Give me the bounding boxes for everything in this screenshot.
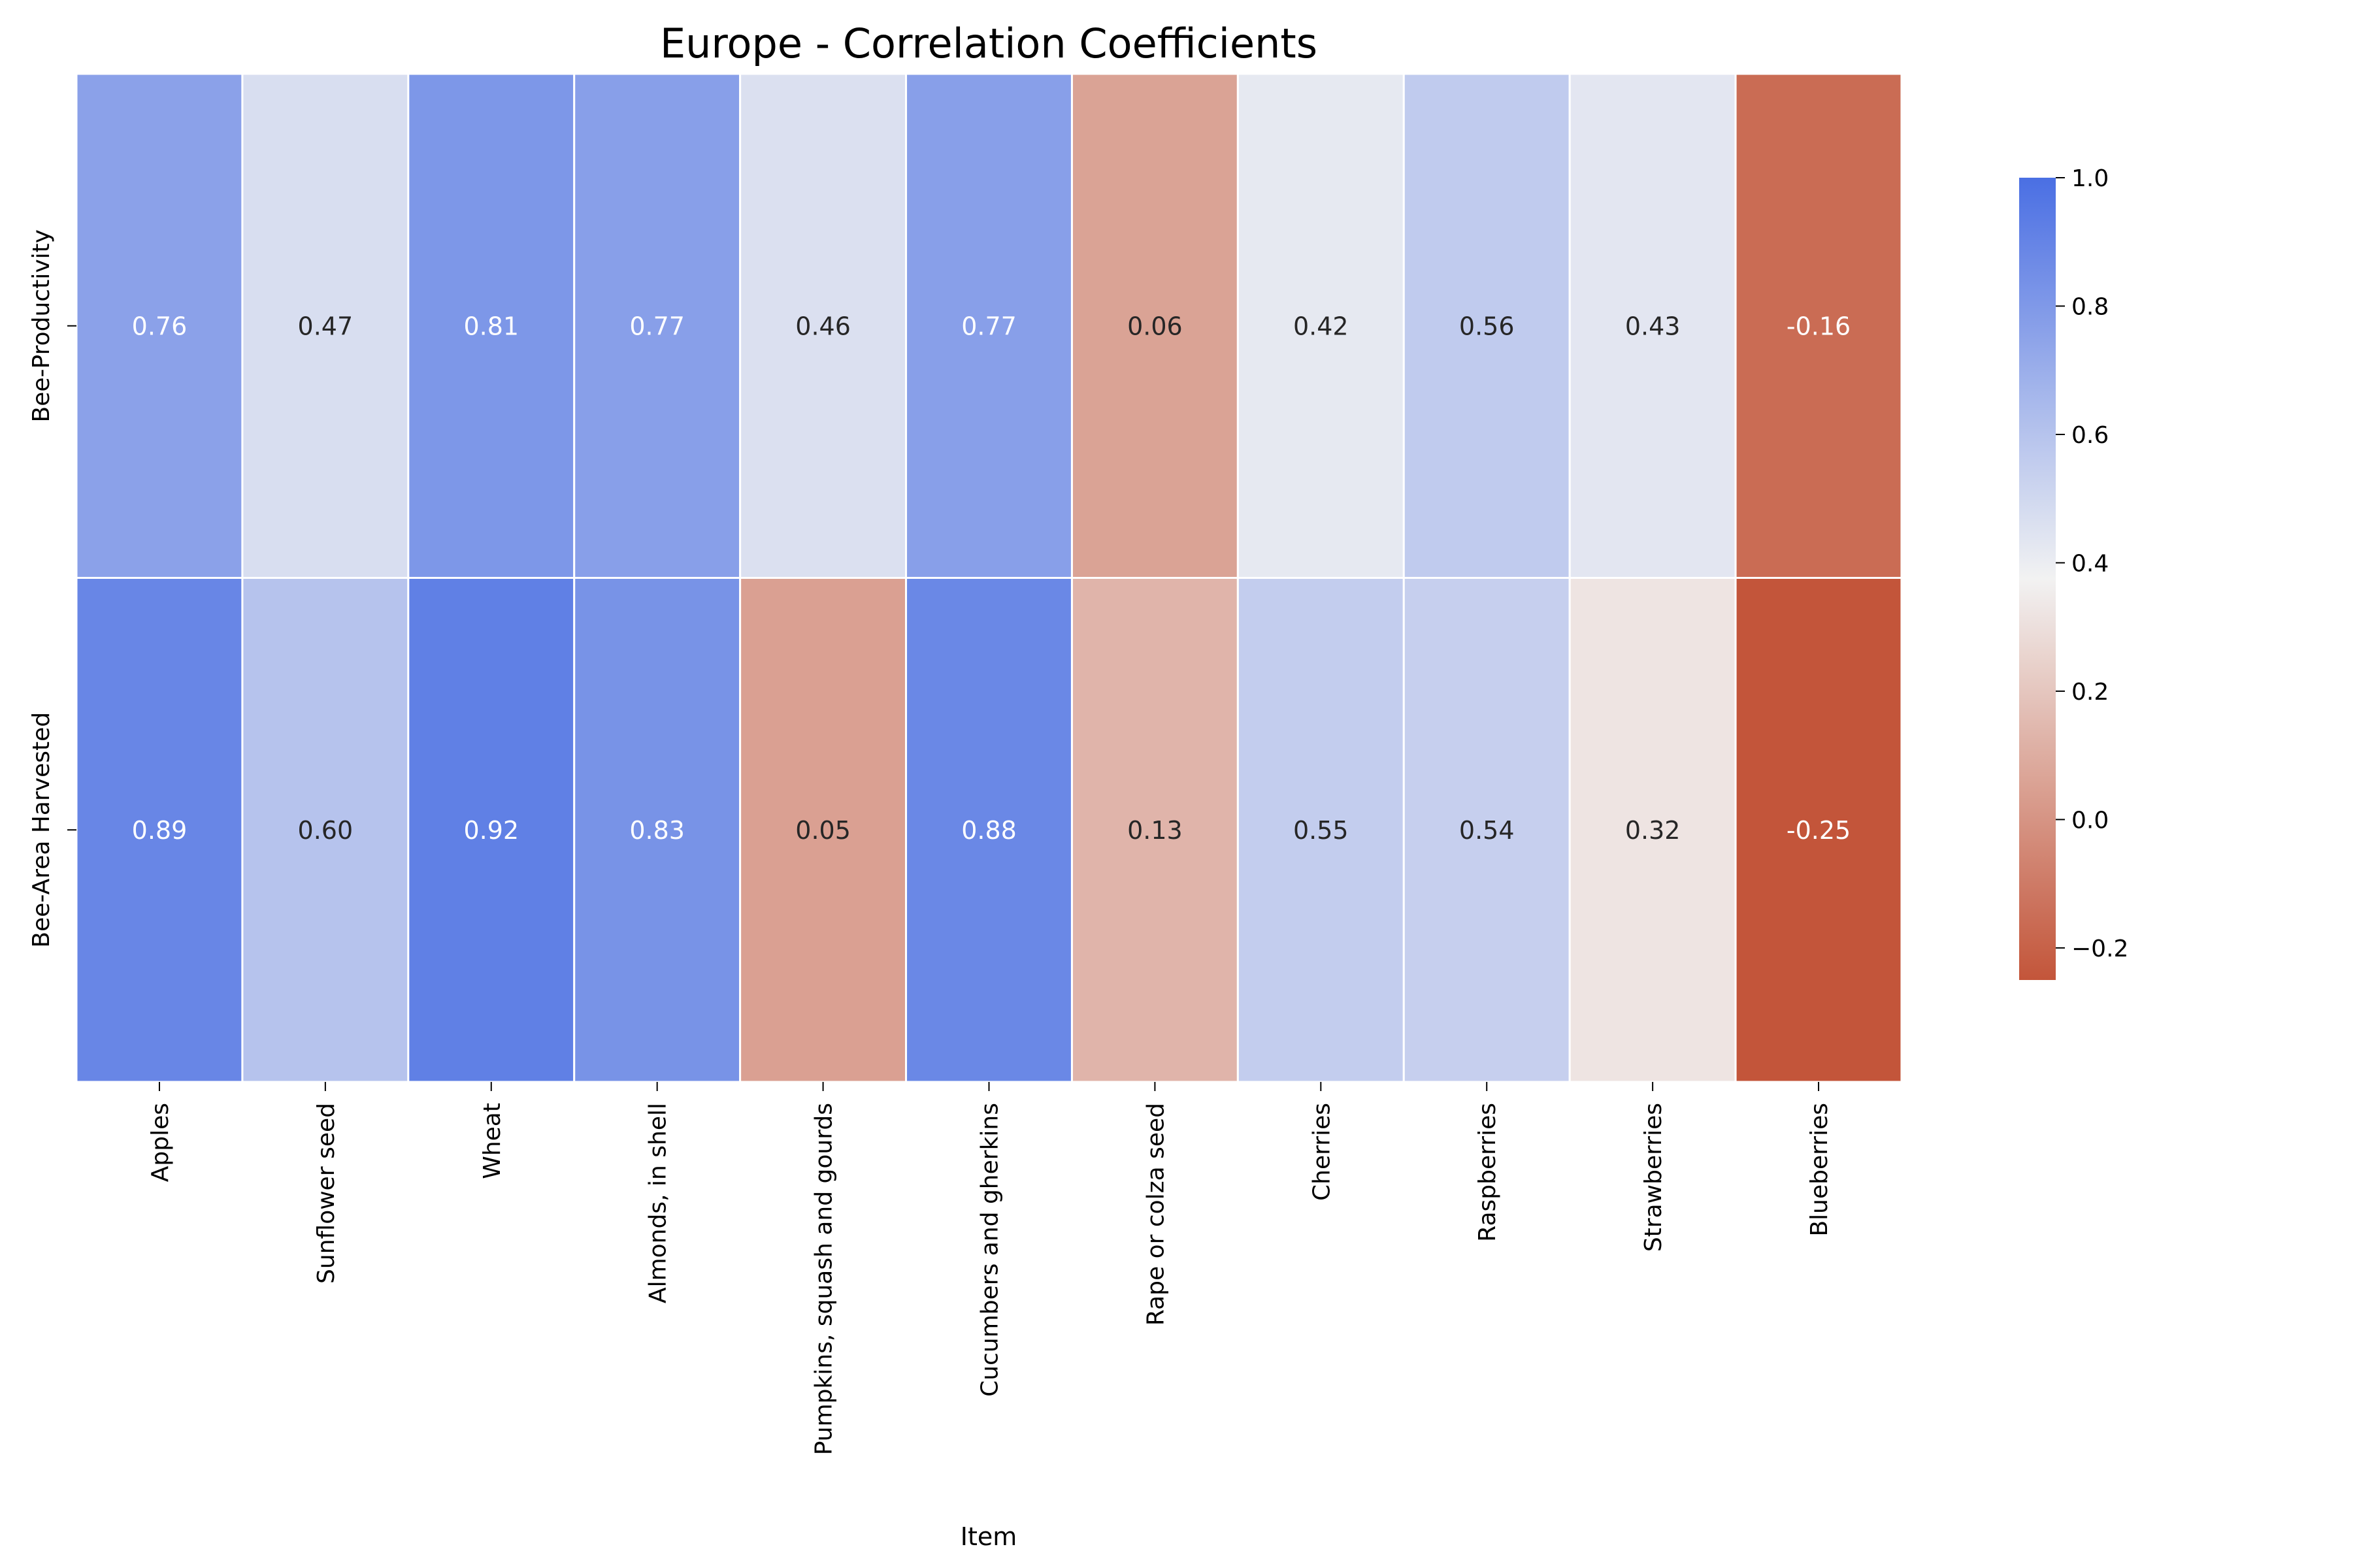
heatmap-cell	[905, 577, 1073, 1083]
cell-value-label: 0.43	[1625, 312, 1681, 340]
cell-value-label: 0.76	[132, 312, 188, 340]
heatmap-cell	[407, 577, 576, 1083]
x-tick-label: Blueberries	[1806, 1103, 1833, 1237]
heatmap-cell	[1402, 577, 1571, 1083]
colorbar-tick-label: 0.2	[2071, 679, 2109, 706]
cell-value-label: 0.77	[961, 312, 1017, 340]
cell-value-label: 0.88	[961, 816, 1017, 845]
heatmap-cell	[573, 73, 742, 579]
colorbar-tick-label: 0.4	[2071, 550, 2109, 577]
cell-value-label: 0.77	[629, 312, 685, 340]
x-tick-label: Raspberries	[1474, 1103, 1501, 1242]
y-tick-label: Bee-Productivity	[28, 229, 55, 422]
heatmap-cell	[75, 73, 244, 579]
colorbar: 1.0 0.8 0.6 0.4 0.2 0.0 −0.2	[2019, 165, 2128, 980]
y-axis: Bee-Productivity Bee-Area Harvested	[28, 229, 76, 948]
cell-value-label: 0.60	[298, 816, 354, 845]
cell-value-label: 0.83	[629, 816, 685, 845]
colorbar-gradient	[2019, 178, 2056, 980]
colorbar-tick-label: 0.8	[2071, 293, 2109, 320]
cell-value-label: 0.47	[298, 312, 354, 340]
cell-value-label: 0.55	[1293, 816, 1349, 845]
chart-title: Europe - Correlation Coefficients	[660, 20, 1317, 67]
cell-value-label: 0.32	[1625, 816, 1681, 845]
cell-value-label: -0.16	[1787, 312, 1851, 340]
cell-value-label: 0.06	[1127, 312, 1183, 340]
cell-value-label: 0.46	[795, 312, 851, 340]
x-tick-label: Almonds, in shell	[645, 1103, 672, 1303]
heatmap-cell	[75, 577, 244, 1083]
cell-value-label: 0.56	[1459, 312, 1515, 340]
cell-value-label: 0.89	[132, 816, 188, 845]
heatmap-cell	[1734, 73, 1903, 579]
cell-value-label: -0.25	[1787, 816, 1851, 845]
x-axis-label: Item	[961, 1522, 1017, 1551]
heatmap-cell	[407, 73, 576, 579]
colorbar-tick-label: 0.6	[2071, 422, 2109, 449]
colorbar-tick-label: 0.0	[2071, 807, 2109, 834]
y-tick-label: Bee-Area Harvested	[28, 712, 55, 948]
x-tick-label: Pumpkins, squash and gourds	[811, 1103, 838, 1455]
heatmap-cell	[739, 577, 908, 1083]
colorbar-tick-label: −0.2	[2071, 936, 2128, 962]
heatmap-cell	[1568, 577, 1737, 1083]
cell-value-label: 0.13	[1127, 816, 1183, 845]
heatmap-cell	[1070, 577, 1239, 1083]
x-tick-label: Sunflower seed	[313, 1103, 340, 1284]
heatmap-cell	[905, 73, 1073, 579]
heatmap-cell	[1734, 577, 1903, 1083]
x-axis: Apples Sunflower seed Wheat Almonds, in she…	[147, 1082, 1833, 1455]
cell-value-label: 0.81	[463, 312, 519, 340]
heatmap-cell	[739, 73, 908, 579]
cell-value-label: 0.05	[795, 816, 851, 845]
heatmap-cell	[241, 577, 410, 1083]
x-tick-label: Apples	[147, 1103, 174, 1182]
heatmap-cells: 0.76 0.47 0.81 0.77 0.46 0.77 0.06 0.42 0.56 0.43…	[75, 73, 1903, 1083]
cell-value-label: 0.54	[1459, 816, 1515, 845]
heatmap-cell	[1236, 73, 1405, 579]
cell-value-label: 0.92	[463, 816, 519, 845]
colorbar-tick-label: 1.0	[2071, 165, 2109, 192]
x-tick-label: Cherries	[1308, 1103, 1335, 1201]
heatmap-cell	[1236, 577, 1405, 1083]
x-tick-label: Cucumbers and gherkins	[977, 1103, 1004, 1397]
heatmap-cell	[573, 577, 742, 1083]
cell-value-label: 0.42	[1293, 312, 1349, 340]
heatmap-cell	[241, 73, 410, 579]
x-tick-label: Wheat	[479, 1103, 506, 1179]
x-tick-label: Rape or colza seed	[1142, 1103, 1169, 1326]
heatmap-cell	[1568, 73, 1737, 579]
x-tick-label: Strawberries	[1640, 1103, 1667, 1252]
